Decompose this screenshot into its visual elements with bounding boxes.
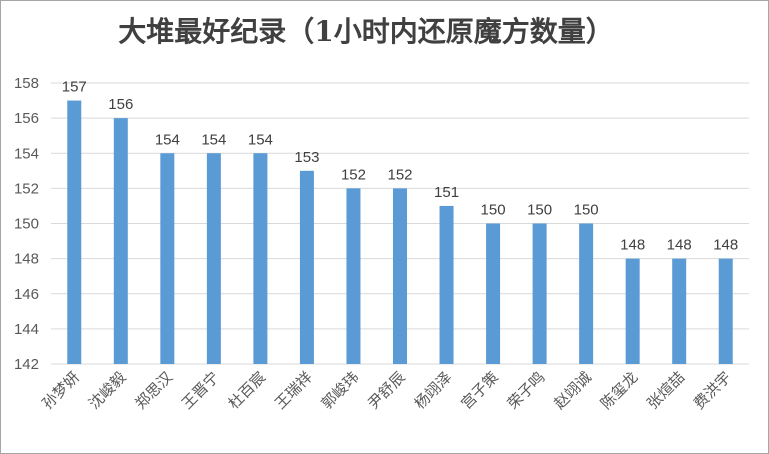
x-tick-label: 沈峻毅: [85, 368, 130, 413]
x-tick-label: 张煊喆: [643, 368, 688, 413]
bar: [393, 188, 407, 364]
data-label: 154: [248, 131, 273, 148]
x-tick-label: 杨翊泽: [411, 368, 456, 413]
x-tick-label: 赵翊诚: [550, 368, 595, 413]
data-label: 154: [201, 131, 226, 148]
x-tick-label: 费洪宇: [690, 368, 735, 413]
y-tick-label: 152: [14, 180, 39, 197]
y-tick-label: 142: [14, 356, 39, 373]
data-label: 157: [62, 79, 87, 96]
bar: [532, 223, 547, 364]
x-tick-label: 郭峻玮: [318, 368, 363, 413]
bar: [579, 223, 594, 364]
bar: [299, 170, 314, 364]
bar: [625, 258, 640, 364]
y-tick-label: 150: [14, 216, 39, 233]
x-tick-label: 杜百宸: [225, 368, 270, 413]
data-label: 148: [620, 237, 645, 254]
x-tick-label: 王瑞祥: [271, 368, 316, 413]
data-label: 150: [481, 202, 506, 219]
bar: [67, 100, 82, 364]
bar: [718, 258, 733, 364]
x-tick-label: 宫子策: [457, 368, 502, 413]
y-tick-label: 146: [14, 286, 39, 303]
data-label: 156: [108, 96, 133, 113]
category-labels: 孙梦妍 沈峻毅 郑思汉 王晋宁 杜百宸 王瑞祥 郭峻玮 尹舒辰 杨翊泽 宫子策 荣子鸣 赵翊诚 陈玺龙张…: [39, 368, 735, 413]
data-label: 148: [713, 237, 738, 254]
data-label: 148: [667, 237, 692, 254]
bar: [486, 223, 501, 364]
data-label: 152: [341, 166, 366, 183]
bars: [67, 100, 733, 364]
data-label: 150: [574, 202, 599, 219]
y-tick-label: 154: [14, 145, 39, 162]
y-tick-label: 148: [14, 251, 39, 268]
x-tick-label: 尹舒辰: [364, 368, 409, 413]
bar: [160, 153, 175, 364]
data-labels: 157 156 154 154 154 153 152 152 151 150 150 150 148 1…: [62, 79, 738, 254]
bar: [346, 188, 361, 364]
x-tick-label: 郑思汉: [132, 368, 177, 413]
data-label: 152: [387, 166, 412, 183]
data-label: 154: [155, 131, 180, 148]
bar: [113, 118, 128, 364]
bar: [206, 153, 221, 364]
x-tick-label: 孙梦妍: [39, 368, 84, 413]
chart-title: 大堆最好纪录（1小时内还原魔方数量）: [118, 15, 614, 48]
x-tick-label: 陈玺龙: [597, 368, 642, 413]
bar: [439, 205, 454, 364]
bar: [253, 153, 268, 364]
data-label: 153: [294, 149, 319, 166]
y-axis-ticks: 142 144 146 148 150 152 154 156 158: [14, 75, 39, 373]
x-tick-label: 王晋宁: [178, 368, 223, 413]
y-tick-label: 158: [14, 75, 39, 92]
y-tick-label: 144: [14, 321, 39, 338]
data-label: 150: [527, 202, 552, 219]
y-tick-label: 156: [14, 110, 39, 127]
bar: [672, 258, 687, 364]
data-label: 151: [434, 184, 459, 201]
x-tick-label: 荣子鸣: [504, 368, 549, 413]
